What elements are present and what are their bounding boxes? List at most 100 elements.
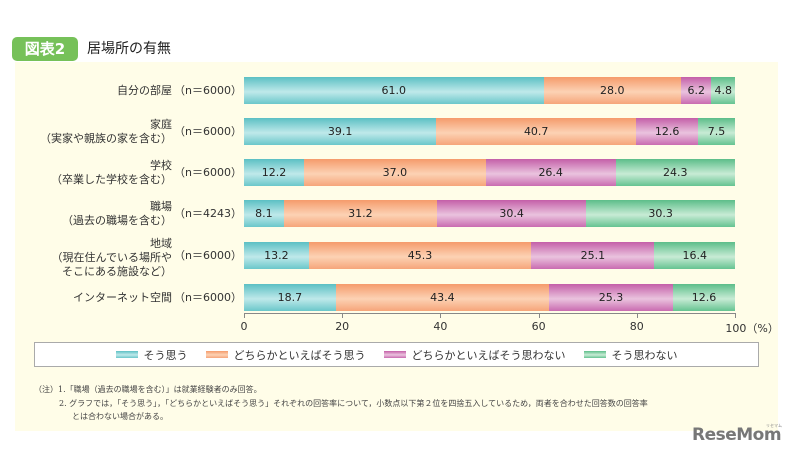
x-tick-mark [636,313,638,318]
legend-swatch [115,351,138,358]
x-tick-mark [538,313,540,318]
data-label: 12.6 [654,125,680,138]
data-label: 40.7 [523,125,549,138]
bar-row: 61.0 28.0 6.2 4.8 [244,77,735,104]
bar-segment: 30.3 [586,200,735,227]
bar-row: 18.7 43.4 25.3 12.6 [244,284,735,311]
legend-swatch [583,351,606,358]
legend-label: そう思わない [611,348,678,362]
x-tick-mark [342,313,344,318]
x-tick-mark [440,313,442,318]
bar-segment: 13.2 [244,242,309,269]
bar-segment: 12.2 [244,159,304,186]
legend-swatch [205,351,228,358]
x-tick-mark [244,313,245,318]
category-label: 地域 （現在住んでいる場所や そこにある施設など） [0,237,172,279]
figure-number-tag: 図表2 [12,37,78,61]
bar-segment: 26.4 [485,159,616,186]
x-tick-label: 40 [433,320,448,333]
data-label: 6.2 [687,84,705,97]
data-label: 31.2 [348,207,373,220]
x-tick-label: 80 [629,320,644,333]
category-label-line: 地域 [150,236,172,250]
category-label-line: 家庭 [150,117,172,131]
bar-segment: 4.8 [711,77,735,104]
data-label: 30.3 [648,207,673,220]
resemom-logo: ReseMom [692,425,782,445]
data-label: 12.2 [261,166,287,179]
x-tick-label: 100（%） [725,322,779,335]
category-label: 自分の部屋 [0,84,172,98]
data-label: 13.2 [264,249,289,262]
data-label: 61.0 [381,84,407,97]
legend-label: そう思う [143,348,188,362]
bar-segment: 43.4 [335,284,549,311]
x-tick-mark [735,313,736,318]
bar-segment: 12.6 [636,118,699,145]
category-label-line: （卒業した学校を含む） [51,172,172,186]
category-label: インターネット空間 [0,291,172,305]
legend-item: そう思う [115,347,188,363]
sample-size-label: （n＝6000） [174,290,242,304]
category-label-line: 自分の部屋 [117,83,172,97]
data-label: 26.4 [538,166,563,179]
data-label: 25.3 [598,291,624,304]
data-label: 24.3 [663,166,688,179]
sample-size-label: （n＝4243） [174,206,242,220]
data-label: 4.8 [714,84,732,97]
x-axis-line [244,313,735,314]
data-label: 30.4 [499,207,524,220]
category-label: 家庭 （実家や親族の家を含む） [0,118,172,146]
bar-row: 12.2 37.0 26.4 24.3 [244,159,735,186]
bar-row: 8.1 31.2 30.4 30.3 [244,200,735,227]
sample-size-label: （n＝6000） [174,83,242,97]
category-label: 職場 （過去の職場を含む） [0,200,172,228]
bar-segment: 31.2 [283,200,437,227]
category-label: 学校 （卒業した学校を含む） [0,159,172,187]
data-label: 37.0 [382,166,408,179]
data-label: 8.1 [255,207,273,220]
bar-segment: 18.7 [244,284,336,311]
data-label: 12.6 [691,291,717,304]
legend-label: どちらかといえばそう思う [233,348,366,362]
note-2-cont: とは合わない場合がある。 [72,412,168,421]
data-label: 39.1 [327,125,353,138]
data-label: 25.1 [580,249,606,262]
chart-title: 居場所の有無 [87,41,171,57]
category-label-line: そこにある施設など） [62,264,172,278]
bar-segment: 39.1 [244,118,437,145]
data-label: 28.0 [599,84,625,97]
bar-segment: 25.1 [531,242,655,269]
data-label: 16.4 [682,249,707,262]
x-tick-label: 60 [531,320,546,333]
category-label-line: インターネット空間 [73,290,172,304]
category-label-line: （実家や親族の家を含む） [40,131,172,145]
sample-size-label: （n＝6000） [174,248,242,262]
bar-segment: 25.3 [548,284,674,311]
category-label-line: 職場 [150,199,172,213]
data-label: 45.3 [407,249,433,262]
legend: そう思う どちらかといえばそう思う どちらかといえばそう思わない そう思わない [34,342,759,367]
bar-segment: 37.0 [303,159,486,186]
bar-segment: 61.0 [244,77,544,104]
category-label-line: （過去の職場を含む） [62,213,172,227]
bar-row: 39.1 40.7 12.6 7.5 [244,118,735,145]
bar-segment: 40.7 [436,118,637,145]
bar-row: 13.2 45.3 25.1 16.4 [244,242,735,269]
sample-size-label: （n＝6000） [174,124,242,138]
bar-segment: 6.2 [680,77,712,104]
x-tick-label: 0 [240,320,248,333]
legend-item: そう思わない [583,347,678,363]
note-2: 2. グラフでは，「そう思う」，「どちらかといえばそう思う」それぞれの回答率につ… [59,399,648,408]
data-label: 18.7 [277,291,303,304]
bar-segment: 24.3 [615,159,735,186]
sample-size-label: （n＝6000） [174,165,242,179]
data-label: 7.5 [707,125,726,138]
bar-segment: 28.0 [543,77,681,104]
bar-segment: 30.4 [436,200,587,227]
legend-item: どちらかといえばそう思わない [383,347,566,363]
legend-item: どちらかといえばそう思う [205,347,366,363]
resemom-logo-sub: リセマム [766,423,782,428]
bar-segment: 16.4 [654,242,735,269]
bar-segment: 45.3 [308,242,532,269]
